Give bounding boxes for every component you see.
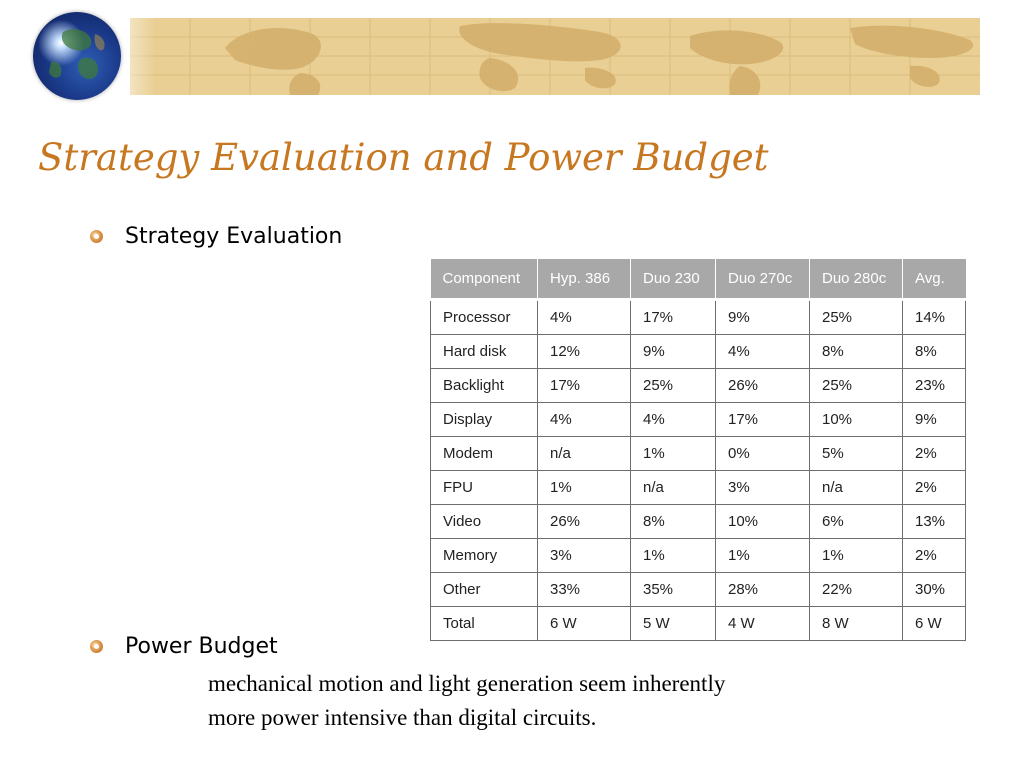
- bullet-strategy-evaluation: Strategy Evaluation: [90, 224, 342, 249]
- bullet-label: Strategy Evaluation: [125, 224, 343, 249]
- component-cell: Memory: [430, 538, 538, 573]
- value-cell: 6 W: [902, 606, 966, 641]
- value-cell: 2%: [902, 436, 966, 471]
- value-cell: 13%: [902, 504, 966, 539]
- value-cell: 6 W: [537, 606, 631, 641]
- table-row: Modem n/a 1% 0% 5% 2%: [430, 436, 966, 471]
- value-cell: 3%: [537, 538, 631, 573]
- value-cell: 1%: [630, 436, 716, 471]
- value-cell: 5 W: [630, 606, 716, 641]
- table-header-row: Component Hyp. 386 Duo 230 Duo 270c Duo …: [430, 259, 966, 301]
- value-cell: 1%: [630, 538, 716, 573]
- bullet-power-budget: Power Budget: [90, 634, 278, 659]
- component-cell: Video: [430, 504, 538, 539]
- value-cell: 14%: [902, 298, 966, 335]
- value-cell: 2%: [902, 538, 966, 573]
- power-consumption-table: Component Hyp. 386 Duo 230 Duo 270c Duo …: [430, 259, 966, 641]
- value-cell: 17%: [537, 368, 631, 403]
- value-cell: 4%: [537, 298, 631, 335]
- value-cell: 8%: [630, 504, 716, 539]
- orange-bullet-icon: [90, 640, 103, 653]
- value-cell: 22%: [809, 572, 903, 607]
- value-cell: 1%: [809, 538, 903, 573]
- header-cell: Duo 230: [630, 259, 716, 301]
- value-cell: 12%: [537, 334, 631, 369]
- value-cell: 17%: [715, 402, 810, 437]
- component-cell: Backlight: [430, 368, 538, 403]
- slide-title: Strategy Evaluation and Power Budget: [38, 136, 769, 179]
- value-cell: 4%: [715, 334, 810, 369]
- value-cell: 1%: [537, 470, 631, 505]
- value-cell: n/a: [630, 470, 716, 505]
- table-row: Backlight 17% 25% 26% 25% 23%: [430, 368, 966, 403]
- header-cell: Avg.: [902, 259, 966, 301]
- value-cell: 4 W: [715, 606, 810, 641]
- component-cell: Total: [430, 606, 538, 641]
- globe-icon: [33, 12, 121, 100]
- value-cell: 9%: [630, 334, 716, 369]
- table-row: FPU 1% n/a 3% n/a 2%: [430, 470, 966, 505]
- table-row: Other 33% 35% 28% 22% 30%: [430, 572, 966, 607]
- table-row: Processor 4% 17% 9% 25% 14%: [430, 298, 966, 335]
- value-cell: 28%: [715, 572, 810, 607]
- header-cell: Hyp. 386: [537, 259, 631, 301]
- value-cell: 25%: [630, 368, 716, 403]
- value-cell: 25%: [809, 368, 903, 403]
- header-cell: Duo 280c: [809, 259, 903, 301]
- value-cell: 6%: [809, 504, 903, 539]
- value-cell: 17%: [630, 298, 716, 335]
- value-cell: 0%: [715, 436, 810, 471]
- power-budget-description: mechanical motion and light generation s…: [208, 667, 908, 735]
- value-cell: 23%: [902, 368, 966, 403]
- value-cell: 30%: [902, 572, 966, 607]
- value-cell: 10%: [715, 504, 810, 539]
- value-cell: 5%: [809, 436, 903, 471]
- value-cell: 1%: [715, 538, 810, 573]
- world-map-banner: [130, 18, 980, 95]
- component-cell: Modem: [430, 436, 538, 471]
- component-cell: Processor: [430, 298, 538, 335]
- description-line: mechanical motion and light generation s…: [208, 671, 726, 696]
- value-cell: n/a: [537, 436, 631, 471]
- value-cell: n/a: [809, 470, 903, 505]
- value-cell: 8 W: [809, 606, 903, 641]
- value-cell: 25%: [809, 298, 903, 335]
- orange-bullet-icon: [90, 230, 103, 243]
- value-cell: 26%: [715, 368, 810, 403]
- table-row: Display 4% 4% 17% 10% 9%: [430, 402, 966, 437]
- value-cell: 4%: [537, 402, 631, 437]
- value-cell: 2%: [902, 470, 966, 505]
- value-cell: 8%: [809, 334, 903, 369]
- component-cell: FPU: [430, 470, 538, 505]
- bullet-label: Power Budget: [125, 634, 278, 659]
- value-cell: 8%: [902, 334, 966, 369]
- header-cell: Component: [430, 259, 538, 301]
- component-cell: Hard disk: [430, 334, 538, 369]
- component-cell: Display: [430, 402, 538, 437]
- value-cell: 35%: [630, 572, 716, 607]
- value-cell: 4%: [630, 402, 716, 437]
- description-line: more power intensive than digital circui…: [208, 705, 597, 730]
- value-cell: 9%: [715, 298, 810, 335]
- table-row: Memory 3% 1% 1% 1% 2%: [430, 538, 966, 573]
- world-map-graphic: [130, 18, 980, 95]
- table-body: Processor 4% 17% 9% 25% 14% Hard disk 12% 9% 4% 8%…: [430, 298, 966, 641]
- value-cell: 9%: [902, 402, 966, 437]
- value-cell: 10%: [809, 402, 903, 437]
- value-cell: 26%: [537, 504, 631, 539]
- table-row: Hard disk 12% 9% 4% 8% 8%: [430, 334, 966, 369]
- table-row: Video 26% 8% 10% 6% 13%: [430, 504, 966, 539]
- header-cell: Duo 270c: [715, 259, 810, 301]
- component-cell: Other: [430, 572, 538, 607]
- value-cell: 33%: [537, 572, 631, 607]
- value-cell: 3%: [715, 470, 810, 505]
